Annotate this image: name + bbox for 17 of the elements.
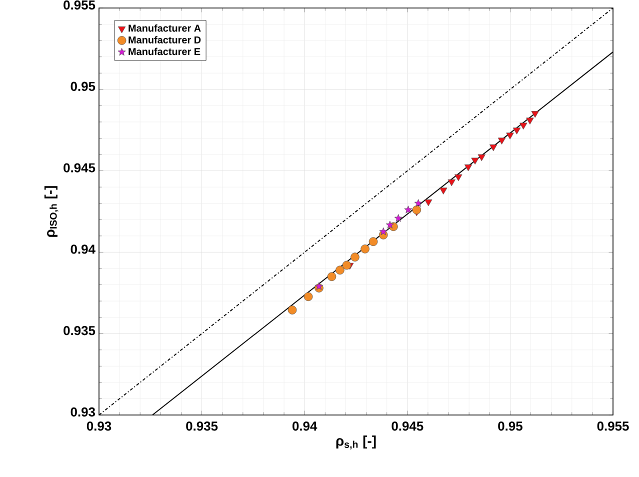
legend-label: Manufacturer E	[128, 48, 200, 56]
y-tick-label: 0.95	[70, 82, 96, 91]
legend-label: Manufacturer A	[128, 24, 201, 32]
y-tick-label: 0.945	[64, 163, 96, 172]
x-tick-label: 0.95	[498, 422, 522, 431]
x-tick-label: 0.935	[186, 422, 218, 431]
y-tick-label: 0.935	[64, 326, 96, 336]
y-tick-label: 0.955	[64, 0, 96, 10]
y-tick-label: 0.94	[70, 244, 96, 254]
x-tick-label: 0.93	[86, 422, 112, 431]
x-tick-label: 0.945	[392, 422, 424, 431]
y-tick-label: 0.93	[70, 407, 96, 417]
x-tick-label: 0.94	[292, 422, 318, 431]
legend-label: Manufacturer D	[128, 36, 201, 44]
x-axis-title: ρ$_{s,h}$ [-]	[336, 436, 376, 450]
x-tick-label: 0.955	[597, 422, 629, 431]
y-axis-title: ρ$_{ISO,h}$ [-]	[44, 186, 58, 237]
